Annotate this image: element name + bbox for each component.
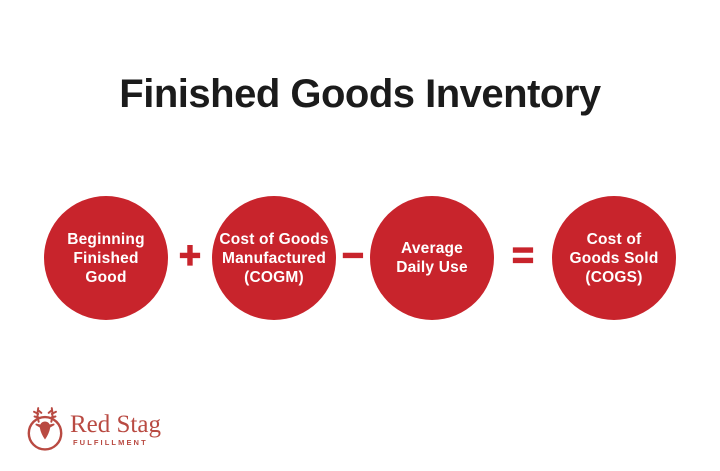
circle-label: Cost of Goods Sold (COGS) bbox=[564, 230, 665, 287]
circle-label-line: Average bbox=[401, 240, 463, 257]
formula-circle-cogm: Cost of Goods Manufactured (COGM) bbox=[212, 196, 336, 320]
circle-label-line: Good bbox=[85, 268, 127, 286]
circle-label: Cost of Goods Manufactured (COGM) bbox=[213, 230, 334, 287]
minus-operator: − bbox=[341, 234, 365, 277]
circle-label-line: (COGM) bbox=[244, 268, 304, 286]
circle-label: Beginning Finished Good bbox=[61, 230, 151, 287]
circle-label-line: Cost of bbox=[586, 230, 642, 248]
formula-circle-beginning-finished-good: Beginning Finished Good bbox=[44, 196, 168, 320]
equals-operator: = bbox=[511, 234, 535, 277]
formula-row: Beginning Finished Good + Cost of Goods … bbox=[0, 196, 720, 320]
circle-label: Average Daily Use bbox=[390, 239, 474, 277]
circle-label-line: Goods Sold bbox=[569, 249, 659, 267]
circle-label-line: Manufactured bbox=[221, 249, 327, 267]
plus-operator: + bbox=[178, 234, 202, 277]
page-title: Finished Goods Inventory bbox=[119, 72, 601, 116]
stag-head-icon bbox=[24, 405, 66, 456]
circle-label-line: Daily Use bbox=[396, 259, 468, 276]
circle-label-line: Beginning bbox=[67, 230, 145, 248]
formula-circle-cogs: Cost of Goods Sold (COGS) bbox=[552, 196, 676, 320]
logo-wordmark: Red Stag FULFILLMENT bbox=[70, 412, 161, 447]
red-stag-logo: Red Stag FULFILLMENT bbox=[24, 405, 161, 456]
circle-label-line: (COGS) bbox=[585, 268, 643, 286]
circle-label-line: Finished bbox=[73, 249, 139, 267]
circle-label-line: Cost of Goods bbox=[219, 230, 329, 248]
formula-circle-average-daily-use: Average Daily Use bbox=[370, 196, 494, 320]
brand-name: Red Stag bbox=[70, 411, 161, 438]
brand-tagline: FULFILLMENT bbox=[73, 438, 148, 447]
